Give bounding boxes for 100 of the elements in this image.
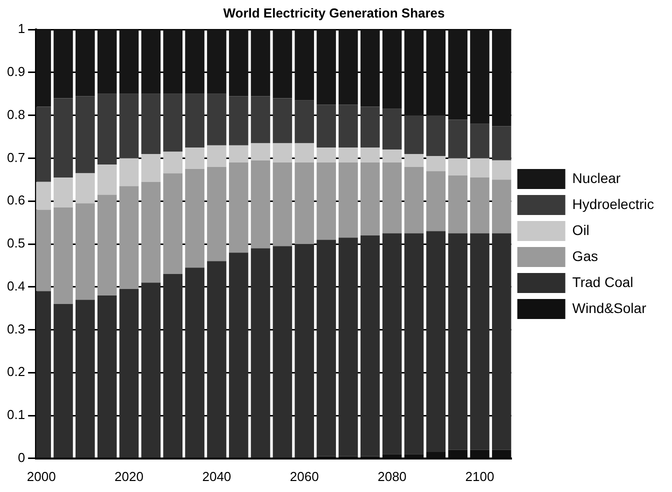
bar — [448, 233, 468, 450]
bar — [426, 171, 446, 232]
x-tick-label: 2040 — [202, 468, 232, 484]
bar — [54, 178, 73, 208]
x-tick-label: 2080 — [378, 468, 407, 484]
bar — [470, 30, 490, 124]
bar — [250, 143, 270, 160]
bar — [228, 162, 248, 253]
bar — [448, 120, 468, 158]
bar — [470, 450, 490, 458]
bar — [426, 156, 446, 172]
y-tick-label: 0.6 — [6, 192, 26, 208]
bar — [448, 175, 468, 234]
bar — [338, 104, 358, 148]
bar — [228, 30, 248, 96]
bar — [163, 152, 182, 174]
bar — [163, 274, 182, 458]
bar — [54, 208, 73, 304]
bar — [404, 115, 424, 154]
y-tick-label: 0.4 — [6, 278, 26, 294]
bar — [448, 30, 468, 120]
legend-label: Hydroelectric — [572, 196, 654, 212]
bar — [382, 30, 402, 109]
bar — [360, 106, 380, 148]
bar — [228, 145, 248, 163]
bar — [185, 94, 204, 148]
y-tick-label: 0.5 — [6, 236, 26, 251]
bar — [360, 235, 380, 456]
bar — [76, 173, 95, 204]
bar — [163, 30, 182, 94]
bar — [338, 30, 358, 105]
bar — [338, 162, 358, 238]
bar — [404, 30, 424, 116]
y-tick-label: 0.7 — [6, 150, 26, 165]
bar — [76, 300, 95, 458]
bar — [294, 100, 314, 144]
bar — [492, 30, 512, 126]
bar — [404, 233, 424, 454]
legend-label: Nuclear — [572, 170, 621, 186]
bar — [119, 186, 139, 290]
bar — [382, 233, 402, 454]
bar — [141, 282, 161, 458]
bar — [272, 246, 292, 458]
bar — [492, 233, 512, 450]
bar — [294, 143, 314, 163]
legend-label: Trad Coal — [572, 274, 634, 290]
bar — [141, 154, 161, 182]
bar — [119, 94, 139, 158]
bar — [272, 98, 292, 144]
bar — [492, 180, 512, 234]
bar — [470, 178, 490, 234]
bar — [492, 126, 512, 160]
bar — [228, 96, 248, 146]
y-tick-label: 0.3 — [6, 321, 26, 336]
bar — [294, 30, 314, 100]
bar — [426, 231, 446, 452]
bar — [207, 145, 226, 167]
x-tick-label: 2060 — [290, 468, 319, 484]
bar — [163, 94, 182, 152]
bar — [54, 304, 73, 458]
bar — [141, 30, 161, 94]
x-tick-label: 2020 — [114, 468, 144, 484]
bar — [272, 30, 292, 98]
bar — [404, 154, 424, 167]
bar — [382, 454, 402, 458]
bar — [294, 244, 314, 458]
bar — [250, 96, 270, 144]
bar — [492, 450, 512, 458]
y-tick-label: 0 — [18, 450, 26, 465]
legend-label: Wind&Solar — [572, 300, 647, 316]
bar — [207, 30, 226, 94]
bar — [250, 248, 270, 458]
y-tick-label: 0.1 — [6, 407, 26, 422]
bar — [360, 30, 380, 107]
y-tick-label: 0.8 — [6, 106, 26, 122]
bar — [76, 203, 95, 300]
bar — [404, 454, 424, 458]
bar — [404, 166, 424, 234]
bar — [207, 166, 226, 262]
bar — [250, 30, 270, 96]
bar — [294, 162, 314, 244]
x-tick-label: 2000 — [26, 468, 56, 484]
bar — [360, 148, 380, 163]
bar — [54, 30, 73, 98]
bar — [338, 238, 358, 456]
bar — [76, 30, 95, 96]
bar — [470, 233, 490, 450]
bar — [207, 261, 226, 458]
bar — [492, 160, 512, 180]
bar — [426, 115, 446, 156]
bar — [228, 252, 248, 458]
bar — [185, 148, 204, 169]
bar — [338, 148, 358, 163]
y-tick-label: 0.2 — [6, 364, 26, 380]
bar — [185, 168, 204, 268]
bar — [76, 96, 95, 174]
bar — [119, 158, 139, 186]
bar — [97, 30, 117, 94]
bar — [97, 94, 117, 165]
bar — [185, 268, 204, 458]
